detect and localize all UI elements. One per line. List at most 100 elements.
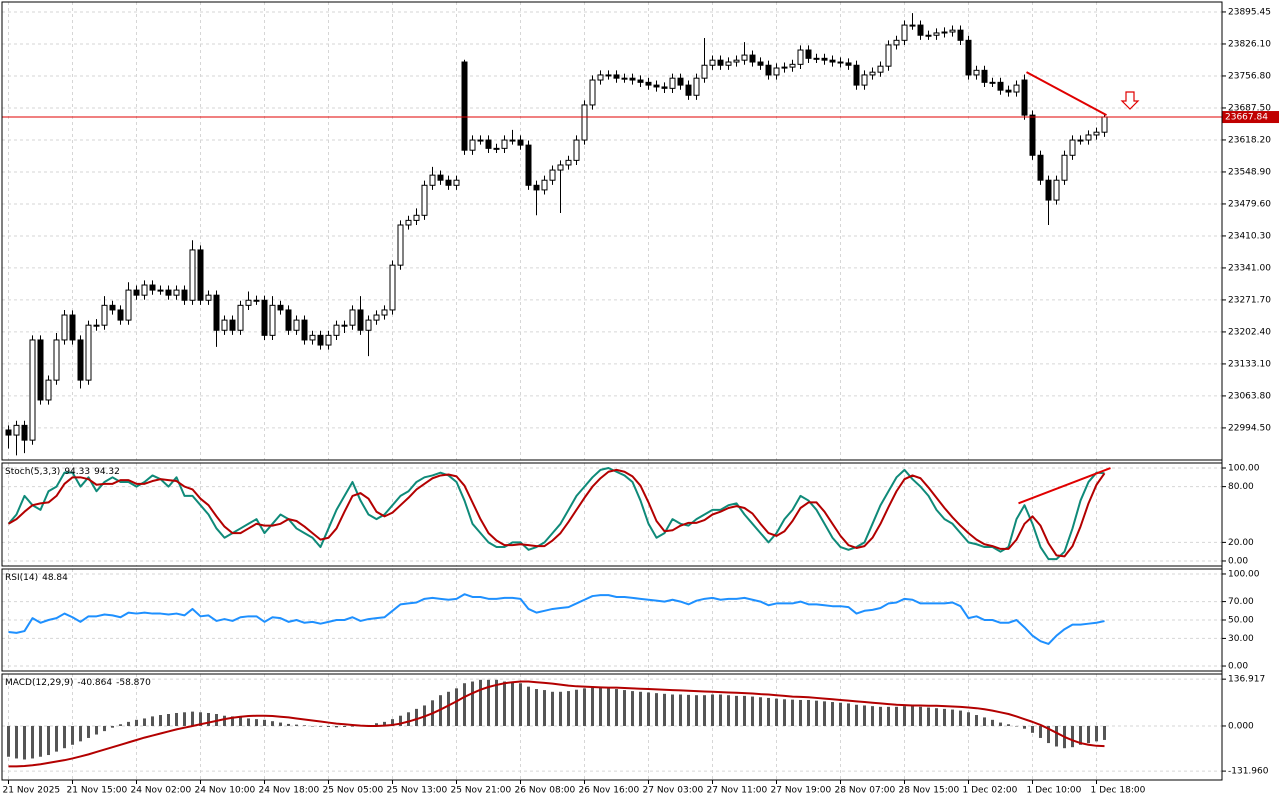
candle-body bbox=[421, 184, 428, 216]
candle-body bbox=[1101, 116, 1108, 133]
candle-body bbox=[597, 74, 604, 81]
candle-body bbox=[861, 74, 868, 86]
macd-bar bbox=[255, 719, 258, 726]
macd-bar bbox=[695, 695, 698, 726]
macd-bar bbox=[111, 725, 114, 728]
candle-body bbox=[437, 174, 444, 181]
candle-body bbox=[149, 284, 156, 291]
candle-body bbox=[221, 319, 228, 331]
indicator-header: Stoch(5,3,3) 94.33 94.32 bbox=[5, 467, 120, 477]
macd-bar bbox=[863, 705, 866, 726]
candle-body bbox=[173, 289, 180, 296]
macd-bar bbox=[775, 698, 778, 726]
macd-bar bbox=[191, 711, 194, 726]
candle-body bbox=[477, 139, 484, 142]
macd-bar bbox=[639, 691, 642, 726]
indicator-name: MACD(12,29,9) bbox=[5, 678, 73, 688]
candle-body bbox=[365, 319, 372, 331]
x-tick-label: 21 Nov 15:00 bbox=[67, 786, 128, 796]
y-tick-label: 22994.50 bbox=[1228, 423, 1271, 433]
candle-body bbox=[917, 24, 924, 36]
candle-body bbox=[629, 77, 636, 81]
candle-body bbox=[245, 299, 252, 306]
candle-body bbox=[13, 424, 20, 436]
candle-body bbox=[973, 69, 980, 76]
macd-bar bbox=[791, 699, 794, 726]
macd-bar bbox=[679, 694, 682, 726]
macd-bar bbox=[687, 694, 690, 726]
x-tick-label: 1 Dec 18:00 bbox=[1091, 786, 1146, 796]
macd-bar bbox=[319, 725, 322, 727]
macd-bar bbox=[903, 706, 906, 726]
macd-bar bbox=[471, 681, 474, 726]
x-tick-label: 1 Dec 10:00 bbox=[1027, 786, 1082, 796]
candle-body bbox=[317, 334, 324, 346]
macd-bar bbox=[551, 691, 554, 726]
macd-bar bbox=[7, 725, 10, 757]
indicator-line bbox=[7, 467, 1105, 561]
candle-body bbox=[685, 84, 692, 96]
macd-bar bbox=[79, 725, 82, 742]
candle-body bbox=[933, 32, 940, 36]
macd-bar bbox=[623, 690, 626, 726]
sell-arrow-icon bbox=[1120, 91, 1140, 110]
macd-bar bbox=[751, 696, 754, 726]
macd-bar bbox=[855, 704, 858, 726]
macd-bar bbox=[959, 710, 962, 726]
macd-bar bbox=[151, 716, 154, 726]
macd-bar bbox=[719, 694, 722, 726]
candle-body bbox=[877, 65, 884, 73]
candle-body bbox=[93, 324, 100, 327]
y-tick-label: 23063.80 bbox=[1228, 391, 1271, 401]
y-tick-label: 23341.00 bbox=[1228, 263, 1271, 273]
candle-body bbox=[781, 66, 788, 69]
macd-bar bbox=[383, 721, 386, 726]
macd-bar bbox=[1095, 725, 1098, 742]
candle-body bbox=[789, 63, 796, 68]
y-tick-label: 23687.50 bbox=[1228, 103, 1271, 113]
macd-bar bbox=[415, 708, 418, 726]
x-tick-label: 27 Nov 11:00 bbox=[707, 786, 768, 796]
macd-bar bbox=[663, 693, 666, 726]
x-tick-label: 24 Nov 18:00 bbox=[259, 786, 320, 796]
macd-bar bbox=[567, 691, 570, 726]
candle-body bbox=[869, 71, 876, 76]
macd-bar bbox=[303, 725, 306, 726]
macd-bar bbox=[23, 725, 26, 760]
macd-bar bbox=[839, 702, 842, 726]
macd-bar bbox=[1103, 725, 1106, 740]
candle-body bbox=[733, 59, 740, 63]
candle-body bbox=[941, 31, 948, 34]
candle-body bbox=[1005, 89, 1012, 93]
macd-bar bbox=[103, 725, 106, 732]
macd-bar bbox=[991, 719, 994, 726]
macd-bar bbox=[759, 697, 762, 726]
macd-bar bbox=[511, 682, 514, 726]
candle-body bbox=[341, 324, 348, 327]
candle-body bbox=[805, 49, 812, 59]
x-tick-label: 28 Nov 07:00 bbox=[835, 786, 896, 796]
candle-body bbox=[333, 324, 340, 336]
candle-body bbox=[165, 289, 172, 296]
candle-body bbox=[309, 334, 316, 341]
macd-bar bbox=[943, 708, 946, 726]
macd-bar bbox=[615, 689, 618, 726]
candle-body bbox=[989, 81, 996, 84]
macd-bar bbox=[559, 691, 562, 726]
candle-body bbox=[965, 39, 972, 76]
x-tick-label: 25 Nov 05:00 bbox=[323, 786, 384, 796]
candle-body bbox=[637, 79, 644, 83]
macd-bar bbox=[327, 725, 330, 727]
candle-body bbox=[1021, 79, 1028, 116]
candle-body bbox=[1053, 179, 1060, 201]
macd-bar bbox=[287, 723, 290, 726]
candle-body bbox=[261, 299, 268, 336]
candle-body bbox=[853, 64, 860, 86]
candle-body bbox=[581, 104, 588, 141]
x-tick-label: 24 Nov 10:00 bbox=[195, 786, 256, 796]
y-tick-label: 23548.90 bbox=[1228, 167, 1271, 177]
macd-bar bbox=[239, 717, 242, 726]
candle-body bbox=[37, 339, 44, 401]
macd-bar bbox=[711, 694, 714, 726]
macd-bar bbox=[727, 695, 730, 726]
